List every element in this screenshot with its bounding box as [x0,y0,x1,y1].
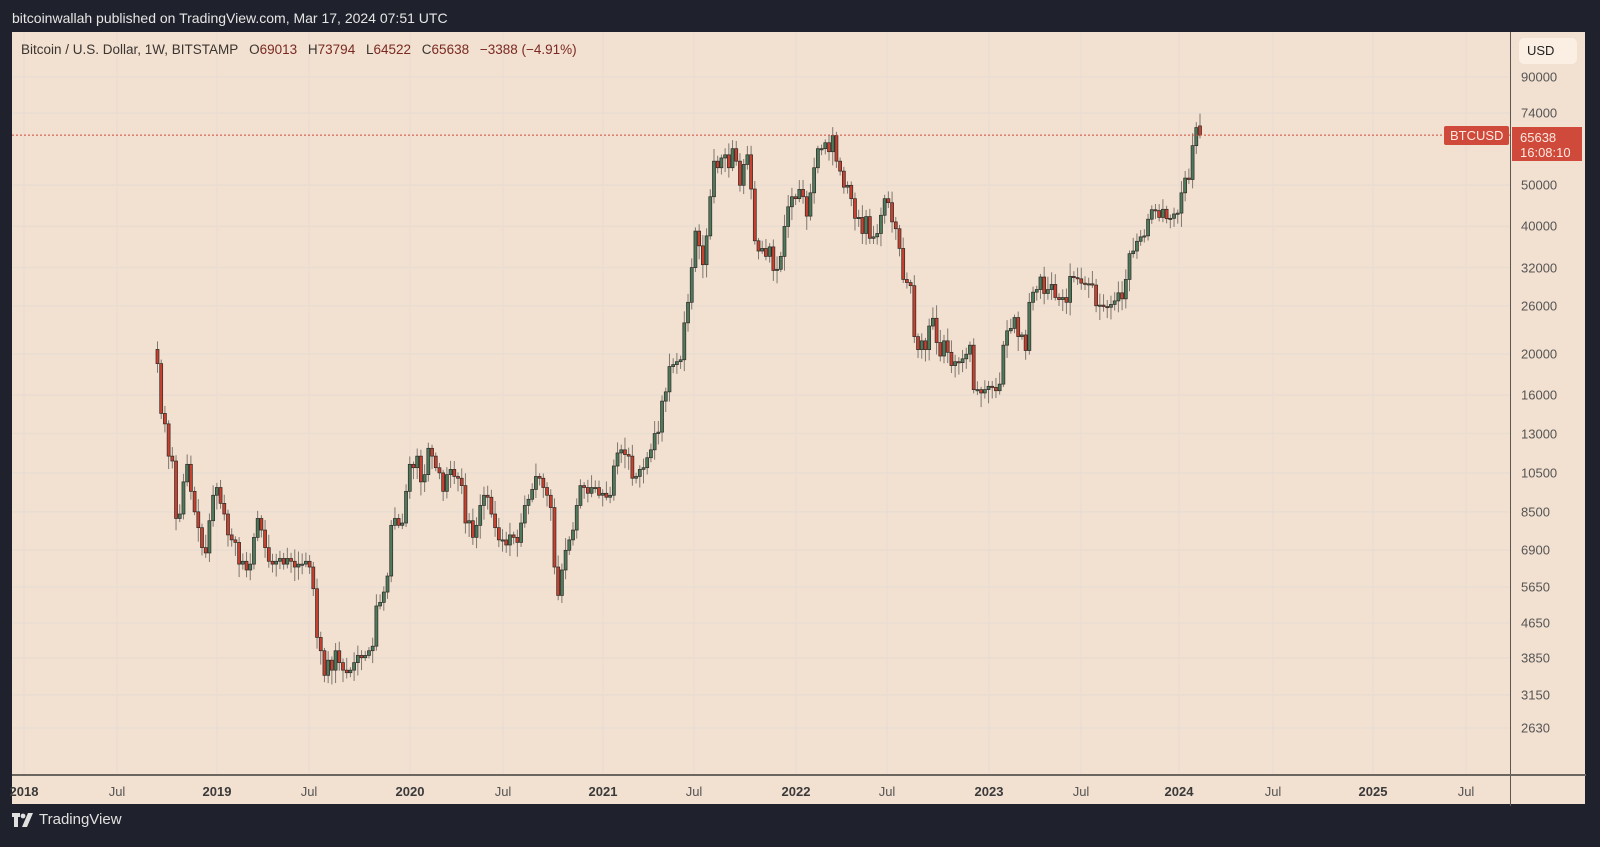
time-tick: 2019 [202,784,232,799]
brand-name: TradingView [39,811,122,828]
symbol-title[interactable]: Bitcoin / U.S. Dollar, 1W, BITSTAMP [21,42,239,57]
time-tick: 2018 [9,784,39,799]
time-tick: Jul [685,784,703,799]
time-tick: 2022 [781,784,811,799]
price-axis[interactable]: USD 90000 74000 50000 40000 32000 26000 20000 1… [1510,32,1586,774]
symbol-legend: Bitcoin / U.S. Dollar, 1W, BITSTAMP O690… [21,42,577,57]
price-tick: 50000 [1521,177,1558,193]
price-tick: 32000 [1521,260,1558,276]
tradingview-logo[interactable]: TradingView [12,811,122,828]
bar-countdown: 16:08:10 [1520,145,1571,160]
currency-button[interactable]: USD [1519,38,1577,64]
time-tick: 2025 [1358,784,1388,799]
chart-container: Bitcoin / U.S. Dollar, 1W, BITSTAMP O690… [9,32,1586,806]
axis-corner [1510,774,1586,806]
time-axis[interactable]: 2018 Jul 2019 Jul 2020 Jul 2021 Jul 2022 Jul 2023 J… [9,774,1510,806]
time-tick: Jul [300,784,318,799]
price-tick: 4650 [1521,615,1550,631]
price-tick: 20000 [1521,346,1558,362]
price-tick: 8500 [1521,504,1550,520]
ohlc-high: H73794 [307,42,356,57]
price-tick: 2630 [1521,720,1550,736]
time-tick: Jul [1072,784,1090,799]
candlestick-plot[interactable] [12,32,1510,774]
price-tick: 74000 [1521,105,1558,121]
price-tick: 26000 [1521,298,1558,314]
ohlc-close: C65638 [421,42,470,57]
time-tick: Jul [108,784,126,799]
price-tick: 13000 [1521,426,1558,442]
tradingview-logo-icon [12,812,33,827]
last-price-value: 65638 [1520,130,1557,145]
time-tick: Jul [878,784,896,799]
ohlc-low: L64522 [365,42,412,57]
time-tick: 2023 [974,784,1004,799]
chart-pane[interactable]: Bitcoin / U.S. Dollar, 1W, BITSTAMP O690… [12,32,1510,774]
price-tick: 40000 [1521,218,1558,234]
price-tick: 5650 [1521,579,1550,595]
price-tick: 16000 [1521,387,1558,403]
publish-info: bitcoinwallah published on TradingView.c… [12,10,448,26]
time-tick: 2024 [1164,784,1194,799]
time-tick: Jul [1457,784,1475,799]
time-tick: 2020 [395,784,425,799]
time-tick: Jul [1264,784,1282,799]
price-tick: 6900 [1521,542,1550,558]
symbol-price-label: BTCUSD [1444,126,1510,145]
price-tick: 10500 [1521,465,1558,481]
last-price-tag: 65638 16:08:10 [1512,127,1582,161]
ohlc-open: O69013 [249,42,298,57]
price-tick: 3150 [1521,687,1550,703]
time-tick: Jul [494,784,512,799]
price-tick: 90000 [1521,69,1558,85]
time-tick: 2021 [588,784,618,799]
price-tick: 3850 [1521,650,1550,666]
price-change: −3388 (−4.91%) [479,42,577,57]
